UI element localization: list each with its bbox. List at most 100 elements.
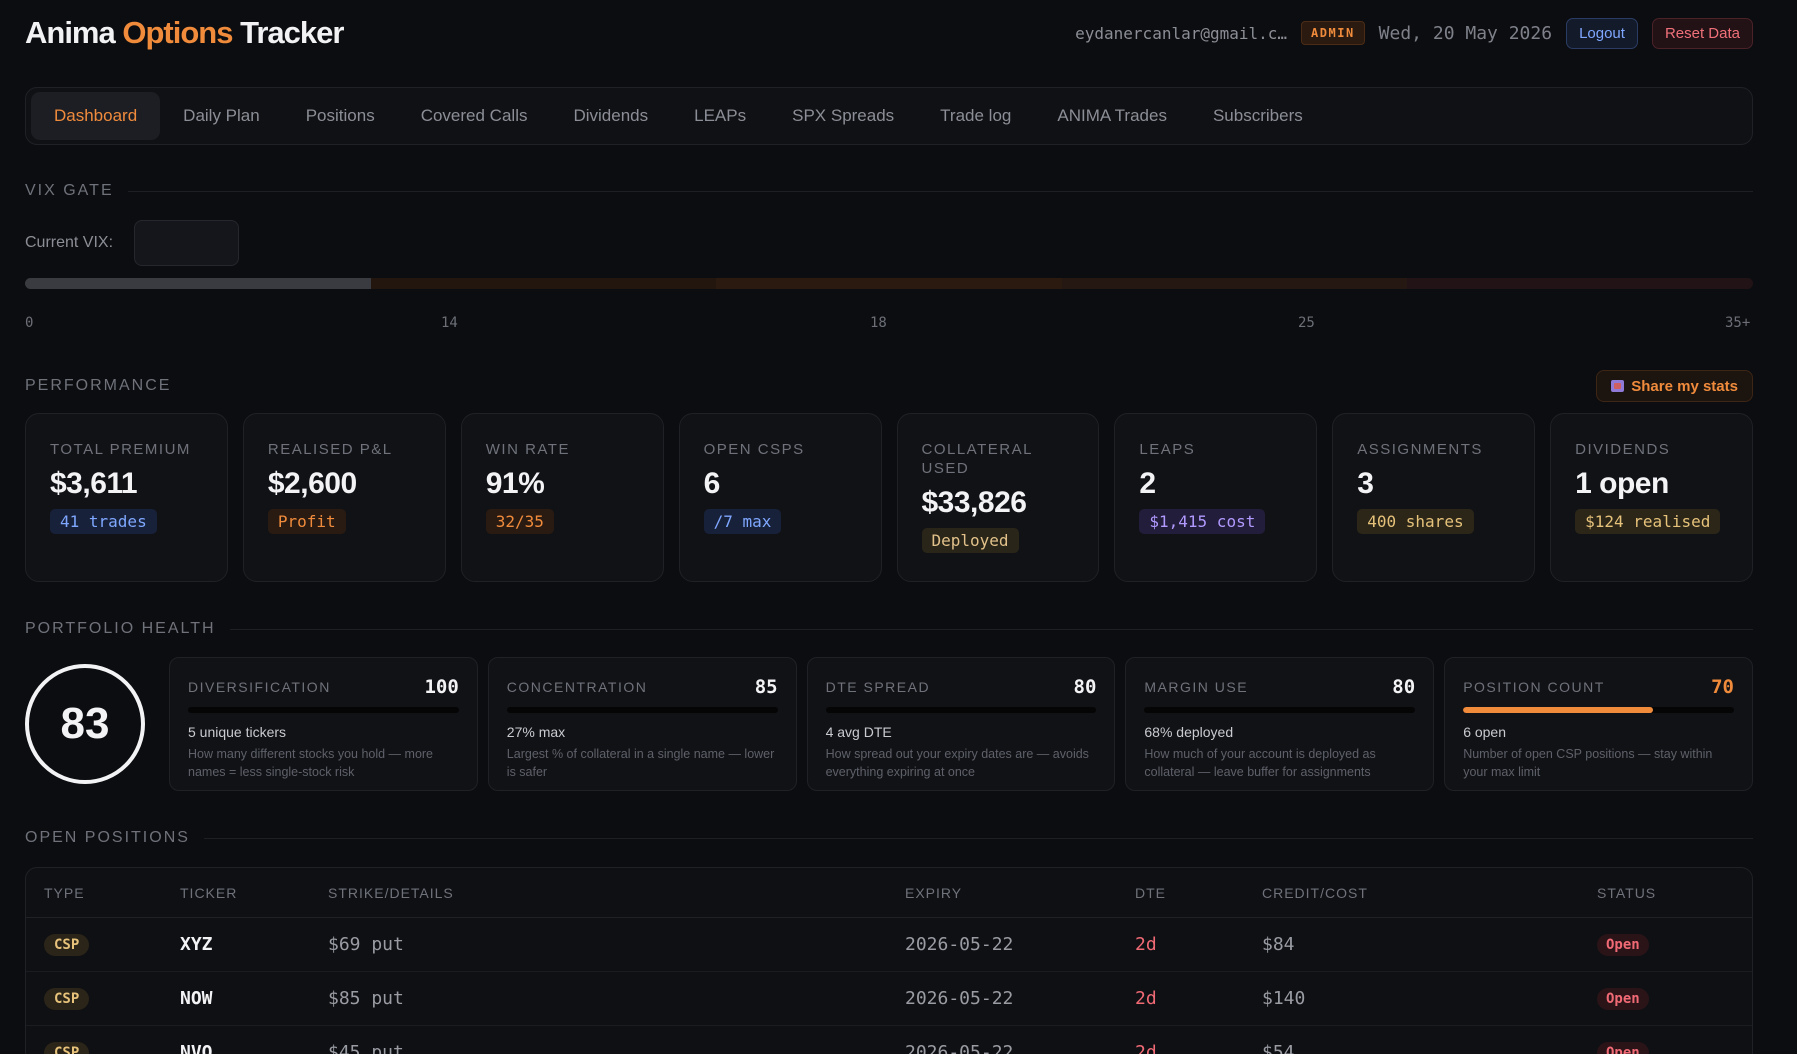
type-badge: CSP: [44, 933, 90, 956]
tab-spx-spreads[interactable]: SPX Spreads: [792, 106, 895, 125]
status-badge: Open: [1597, 987, 1649, 1010]
column-header[interactable]: CREDIT/COST: [1262, 884, 1368, 901]
stat-card-label: OPEN CSPS: [703, 441, 805, 458]
stat-card-value: 1 open: [1575, 467, 1669, 500]
open-positions-section-title: OPEN POSITIONS: [25, 829, 1753, 847]
stat-card-realised-p-l: REALISED P&L $2,600 Profit: [242, 413, 446, 582]
vix-tick-label: 18: [870, 315, 887, 331]
share-icon: [1611, 380, 1625, 392]
type-badge: CSP: [44, 1041, 90, 1054]
role-badge: ADMIN: [1301, 21, 1365, 45]
user-email: eydanercanlar@gmail.c…: [1075, 23, 1288, 43]
health-metric-description: How spread out your expiry dates are — a…: [825, 747, 1089, 779]
health-metric-description: Largest % of collateral in a single name…: [506, 747, 775, 779]
health-metric-label: POSITION COUNT: [1463, 679, 1605, 695]
vix-gauge-bar: [25, 278, 1753, 289]
portfolio-health-section-title: PORTFOLIO HEALTH: [25, 620, 1753, 638]
health-metric-stat: 6 open: [1463, 724, 1507, 740]
table-row[interactable]: CSP NOW $85 put 2026-05-22 2d $140 Open: [26, 972, 1752, 1026]
column-header[interactable]: STRIKE/DETAILS: [328, 884, 454, 901]
health-metric-stat: 4 avg DTE: [825, 724, 892, 740]
expiry-cell: 2026-05-22: [905, 1042, 1014, 1054]
tab-daily-plan[interactable]: Daily Plan: [183, 106, 260, 125]
expiry-cell: 2026-05-22: [905, 988, 1014, 1009]
stat-card-chip: $1,415 cost: [1139, 509, 1266, 534]
tab-dividends[interactable]: Dividends: [573, 106, 649, 125]
logout-button[interactable]: Logout: [1566, 17, 1638, 49]
vix-tick-label: 35+: [1725, 315, 1751, 331]
stat-card-collateral-used: COLLATERAL USED $33,826 Deployed: [896, 413, 1100, 582]
health-metric-bar-fill: [1463, 707, 1653, 713]
credit-cell: $54: [1262, 1042, 1295, 1054]
health-metric-score: 80: [1392, 676, 1416, 698]
stat-card-value: 2: [1139, 467, 1156, 500]
tab-trade-log[interactable]: Trade log: [940, 106, 1012, 125]
health-metric-score: 80: [1073, 676, 1097, 698]
vix-tick-label: 25: [1298, 315, 1315, 331]
health-card-margin-use: MARGIN USE 80 68% deployed How much of your…: [1125, 657, 1435, 791]
stat-card-label: WIN RATE: [485, 441, 570, 458]
vix-gate-section-title: VIX GATE: [25, 182, 1753, 200]
stat-card-dividends: DIVIDENDS 1 open $124 realised: [1550, 413, 1753, 582]
vix-tick-label: 14: [441, 315, 458, 331]
health-metric-label: MARGIN USE: [1144, 679, 1249, 695]
stat-card-assignments: ASSIGNMENTS 3 400 shares: [1332, 413, 1536, 582]
health-metric-bar: [1144, 707, 1416, 713]
stat-card-chip: /7 max: [703, 509, 782, 534]
stat-card-label: LEAPS: [1139, 441, 1196, 458]
stat-card-value: 91%: [485, 467, 545, 500]
health-metric-bar: [188, 707, 459, 713]
stat-card-open-csps: OPEN CSPS 6/7 max: [678, 413, 882, 582]
column-header[interactable]: EXPIRY: [905, 884, 963, 901]
vix-tick-label: 0: [25, 315, 34, 331]
type-badge: CSP: [44, 987, 90, 1010]
stat-card-chip: 32/35: [485, 509, 554, 534]
health-metric-label: DIVERSIFICATION: [188, 679, 331, 695]
health-metric-score: 70: [1711, 676, 1734, 698]
stat-card-chip: Deployed: [921, 528, 1019, 553]
current-vix-label: Current VIX:: [25, 234, 114, 251]
ticker-cell: NOW: [180, 988, 213, 1009]
health-metric-score: 100: [424, 676, 459, 698]
table-row[interactable]: CSP XYZ $69 put 2026-05-22 2d $84 Open: [26, 918, 1752, 972]
credit-cell: $84: [1262, 934, 1295, 955]
app-title: Anima Options Tracker: [25, 15, 344, 50]
tab-subscribers[interactable]: Subscribers: [1212, 106, 1303, 125]
vix-zone-segment: [1407, 278, 1753, 289]
tab-positions[interactable]: Positions: [305, 106, 375, 125]
tab-dashboard[interactable]: Dashboard: [31, 92, 161, 140]
column-header[interactable]: TYPE: [44, 884, 85, 901]
health-metric-score: 85: [754, 676, 778, 698]
health-metric-stat: 27% max: [506, 724, 566, 740]
column-header[interactable]: STATUS: [1597, 884, 1657, 901]
health-metric-label: CONCENTRATION: [506, 679, 648, 695]
health-metric-description: How much of your account is deployed as …: [1144, 747, 1376, 779]
stat-card-value: 6: [703, 467, 721, 500]
table-row[interactable]: CSP NVO $45 put 2026-05-22 2d $54 Open: [26, 1026, 1752, 1054]
reset-data-button[interactable]: Reset Data: [1651, 17, 1753, 49]
stat-card-chip: 41 trades: [50, 509, 157, 534]
details-cell: $85 put: [328, 988, 404, 1009]
share-stats-button[interactable]: Share my stats: [1596, 370, 1753, 402]
vix-zone-segment: [716, 278, 1062, 289]
details-cell: $45 put: [328, 1042, 404, 1054]
tab-anima-trades[interactable]: ANIMA Trades: [1057, 106, 1167, 125]
stat-card-win-rate: WIN RATE 91% 32/35: [460, 413, 664, 582]
current-vix-input[interactable]: [134, 220, 239, 266]
stat-card-value: $2,600: [267, 467, 357, 500]
stat-card-value: $3,611: [50, 467, 138, 500]
stat-card-label: COLLATERAL USED: [921, 441, 1033, 477]
tab-leaps[interactable]: LEAPs: [694, 106, 747, 125]
status-badge: Open: [1597, 1041, 1649, 1054]
column-header[interactable]: DTE: [1135, 884, 1166, 901]
column-header[interactable]: TICKER: [180, 884, 238, 901]
stat-card-value: 3: [1357, 467, 1374, 500]
stat-card-chip: 400 shares: [1357, 509, 1474, 534]
tab-covered-calls[interactable]: Covered Calls: [420, 106, 528, 125]
stat-card-value: $33,826: [921, 486, 1027, 519]
stat-card-leaps: LEAPS 2 $1,415 cost: [1114, 413, 1318, 582]
health-metric-stat: 5 unique tickers: [188, 724, 287, 740]
stat-card-label: TOTAL PREMIUM: [50, 441, 191, 458]
health-metric-stat: 68% deployed: [1144, 724, 1234, 740]
dte-cell: 2d: [1135, 988, 1157, 1009]
